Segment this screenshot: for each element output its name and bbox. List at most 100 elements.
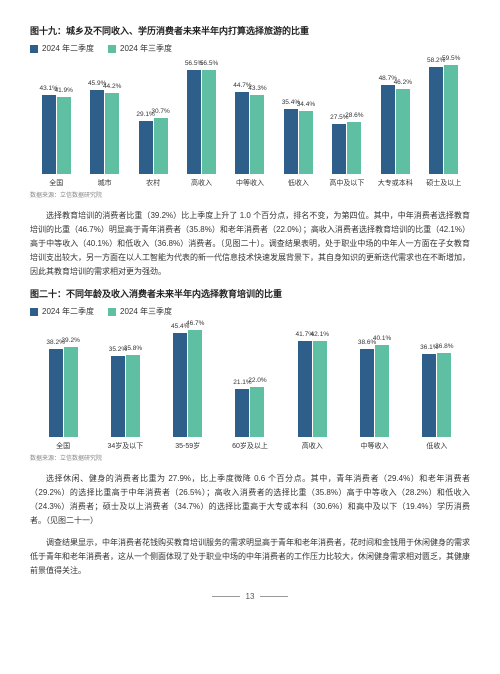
swatch-q3 <box>108 45 116 53</box>
bar-q3: 41.9% <box>57 97 71 174</box>
swatch-q3 <box>108 308 116 316</box>
bar-q3: 44.2% <box>105 93 119 174</box>
category-label: 34岁及以下 <box>108 441 144 451</box>
chart19-title: 图十九：城乡及不同收入、学历消费者未来半年内打算选择旅游的比重 <box>30 24 470 37</box>
bar-q3: 46.2% <box>396 89 410 174</box>
bar-value-label: 56.5% <box>200 60 218 67</box>
paragraph-2: 选择休闲、健身的消费者比重为 27.9%，比上季度微降 0.6 个百分点。其中，… <box>30 472 470 528</box>
bar-value-label: 39.2% <box>61 337 79 344</box>
bar-q3: 59.5% <box>444 65 458 174</box>
category-label: 全国 <box>56 441 70 451</box>
bar-q2: 27.5% <box>332 124 346 174</box>
category-group: 41.7%42.1%高收入 <box>281 327 343 451</box>
category-label: 35-59岁 <box>175 441 200 451</box>
bar-q2: 38.6% <box>360 349 374 437</box>
legend-q2: 2024 年二季度 <box>30 43 94 54</box>
swatch-q2 <box>30 45 38 53</box>
bar-q2: 58.2% <box>429 67 443 174</box>
category-label: 全国 <box>49 178 63 188</box>
chart20-area: 38.2%39.2%全国35.2%35.8%34岁及以下45.4%46.7%35… <box>30 321 470 451</box>
category-group: 35.4%34.4% 低收入 <box>274 64 322 188</box>
bar-q3: 46.7% <box>188 330 202 437</box>
bar-value-label: 42.1% <box>311 331 329 338</box>
bar-q2: 45.4% <box>173 333 187 437</box>
category-label: 高中及以下 <box>329 178 364 188</box>
category-label: 中等收入 <box>361 441 389 451</box>
bar-value-label: 46.2% <box>394 79 412 86</box>
bar-value-label: 34.4% <box>297 101 315 108</box>
bar-value-label: 41.9% <box>55 87 73 94</box>
category-group: 38.6%40.1%中等收入 <box>343 327 405 451</box>
category-group: 21.1%22.0%60岁及以上 <box>219 327 281 451</box>
bar-q3: 22.0% <box>250 387 264 437</box>
legend-q2: 2024 年二季度 <box>30 306 94 317</box>
bar-q3: 40.1% <box>375 345 389 437</box>
category-group: 43.1%41.9% 全国 <box>32 64 80 188</box>
bar-q3: 35.8% <box>126 355 140 437</box>
legend-q3: 2024 年三季度 <box>108 306 172 317</box>
category-label: 大专或本科 <box>378 178 413 188</box>
bar-q2: 38.2% <box>49 349 63 437</box>
bar-value-label: 40.1% <box>373 335 391 342</box>
bar-q2: 35.4% <box>284 109 298 174</box>
bar-q2: 56.5% <box>187 70 201 174</box>
category-label: 城市 <box>98 178 112 188</box>
category-label: 硕士及以上 <box>426 178 461 188</box>
category-group: 38.2%39.2%全国 <box>32 327 94 451</box>
bar-q2: 21.1% <box>235 389 249 437</box>
bar-value-label: 36.8% <box>435 343 453 350</box>
chart20-title: 图二十：不同年龄及收入消费者未来半年内选择教育培训的比重 <box>30 287 470 300</box>
chart19-area: 43.1%41.9%全国45.9%44.2%城市29.1%30.7%农村56.5… <box>30 58 470 188</box>
bar-value-label: 59.5% <box>442 55 460 62</box>
category-group: 56.5%56.5% 高收入 <box>177 64 225 188</box>
bar-q2: 43.1% <box>42 95 56 174</box>
chart19-legend: 2024 年二季度 2024 年三季度 <box>30 43 470 54</box>
category-label: 低收入 <box>426 441 447 451</box>
category-label: 高收入 <box>191 178 212 188</box>
bar-q2: 45.9% <box>90 90 104 174</box>
bar-value-label: 35.8% <box>124 345 142 352</box>
page-number: 13 <box>30 592 470 601</box>
category-group: 29.1%30.7%农村 <box>129 64 177 188</box>
category-group: 48.7%46.2% 大专或本科 <box>371 64 419 188</box>
bar-q2: 29.1% <box>139 121 153 174</box>
category-group: 27.5%28.6%高中及以下 <box>323 64 371 188</box>
bar-q2: 48.7% <box>381 85 395 174</box>
chart20-legend: 2024 年二季度 2024 年三季度 <box>30 306 470 317</box>
bar-q3: 42.1% <box>313 341 327 437</box>
bar-q2: 41.7% <box>298 341 312 437</box>
category-label: 中等收入 <box>236 178 264 188</box>
category-label: 农村 <box>146 178 160 188</box>
bar-value-label: 44.2% <box>103 83 121 90</box>
chart19-source: 数据来源：立信数据研究院 <box>30 190 470 199</box>
bar-q2: 36.1% <box>422 354 436 437</box>
paragraph-1: 选择教育培训的消费者比重（39.2%）比上季度上升了 1.0 个百分点，排名不变… <box>30 209 470 279</box>
category-group: 58.2%59.5% 硕士及以上 <box>420 64 468 188</box>
bar-q3: 56.5% <box>202 70 216 174</box>
bar-q2: 44.7% <box>235 92 249 174</box>
category-group: 45.4%46.7% 35-59岁 <box>157 327 219 451</box>
bar-q2: 35.2% <box>111 356 125 437</box>
legend-q3: 2024 年三季度 <box>108 43 172 54</box>
bar-q3: 34.4% <box>299 111 313 174</box>
category-group: 36.1%36.8%低收入 <box>406 327 468 451</box>
category-label: 高收入 <box>302 441 323 451</box>
bar-value-label: 28.6% <box>345 112 363 119</box>
bar-q3: 30.7% <box>154 118 168 174</box>
bar-value-label: 30.7% <box>151 108 169 115</box>
bar-q3: 36.8% <box>437 353 451 437</box>
category-label: 低收入 <box>288 178 309 188</box>
chart20-source: 数据来源：立信数据研究院 <box>30 453 470 462</box>
category-group: 35.2%35.8%34岁及以下 <box>94 327 156 451</box>
category-label: 60岁及以上 <box>232 441 268 451</box>
swatch-q2 <box>30 308 38 316</box>
bar-q3: 39.2% <box>64 347 78 437</box>
category-group: 45.9%44.2% 城市 <box>80 64 128 188</box>
bar-value-label: 43.3% <box>248 85 266 92</box>
paragraph-3: 调查结果显示，中年消费者花钱购买教育培训服务的需求明显高于青年和老年消费者，花时… <box>30 536 470 578</box>
bar-value-label: 46.7% <box>186 320 204 327</box>
category-group: 44.7%43.3% 中等收入 <box>226 64 274 188</box>
bar-q3: 28.6% <box>347 122 361 174</box>
bar-q3: 43.3% <box>250 95 264 174</box>
bar-value-label: 22.0% <box>248 377 266 384</box>
